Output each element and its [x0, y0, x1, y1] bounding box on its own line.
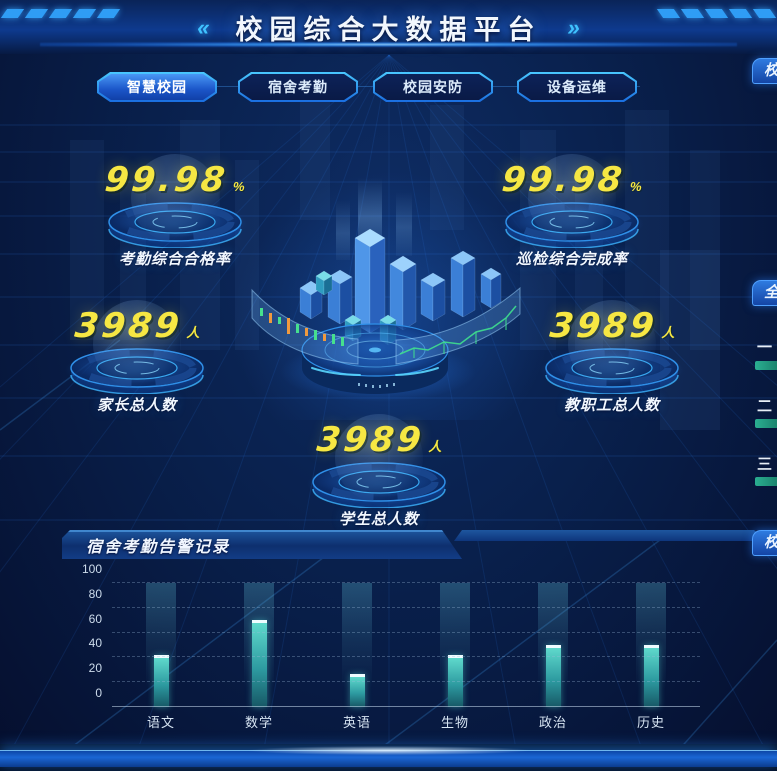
stat-value: 3989	[72, 306, 184, 346]
alert-chart-plot: 0 20 40 60 80 100	[82, 562, 700, 707]
tab-smart-campus[interactable]: 智慧校园	[97, 72, 217, 102]
right-panel-fragment-middle: 全	[752, 280, 777, 306]
stat-parents-total: 3989 人 家长总人数	[52, 306, 222, 415]
rank-marker-2: 二	[757, 398, 773, 415]
chart-gridline	[112, 631, 700, 633]
stat-unit: 人	[428, 439, 442, 454]
alert-chart-xlabels: 语文 数学 英语 生物 政治 历史	[112, 712, 700, 731]
tab-campus-security[interactable]: 校园安防	[373, 72, 493, 102]
line-ribbon	[395, 286, 521, 365]
y-tick-label: 20	[88, 661, 102, 676]
chart-gridline	[112, 706, 700, 707]
x-category-label: 历史	[636, 715, 665, 730]
chart-gridline	[112, 656, 700, 658]
rank-value-badge	[755, 419, 777, 428]
stat-students-total: 3989 人 学生总人数	[294, 420, 464, 529]
bar	[545, 645, 561, 707]
tab-label: 设备运维	[519, 74, 635, 100]
stat-label: 巡检综合完成率	[515, 251, 628, 268]
alert-panel-title: 宿舍考勤告警记录	[86, 538, 231, 556]
hologram-3d-graphic	[251, 178, 521, 402]
stat-label: 家长总人数	[96, 397, 177, 414]
rank-value-badge	[755, 477, 777, 486]
right-panel-fragment-top: 校	[752, 58, 777, 84]
tab-dorm-attendance[interactable]: 宿舍考勤	[238, 72, 358, 102]
bar	[153, 654, 169, 707]
stat-unit: %	[629, 179, 642, 194]
stat-value: 99.98	[500, 160, 628, 200]
bar-slot	[210, 583, 308, 707]
rank-marker-1: 一	[757, 339, 773, 356]
candlestick-ribbon	[251, 288, 359, 365]
stat-staff-total: 3989 人 教职工总人数	[527, 306, 697, 415]
y-tick-label: 40	[88, 636, 102, 651]
bar-slot	[406, 583, 504, 707]
alert-chart-bars	[112, 583, 700, 707]
y-tick-label: 0	[95, 686, 102, 700]
bar-slot	[504, 583, 602, 707]
bar	[349, 673, 365, 707]
x-category-label: 语文	[146, 715, 175, 730]
y-tick-label: 80	[88, 586, 102, 601]
stat-value: 3989	[547, 306, 659, 346]
stat-platform-graphic	[103, 202, 247, 248]
alert-panel-header-bar: 宿舍考勤告警记录	[62, 530, 462, 559]
alert-panel-header-extension	[454, 530, 768, 541]
tab-label: 宿舍考勤	[240, 74, 356, 100]
right-panel-fragment-bottom: 校	[752, 530, 777, 556]
stat-unit: %	[232, 179, 245, 194]
header-bar: « 校园综合大数据平台 »	[0, 0, 777, 54]
stat-label: 考勤综合合格率	[118, 251, 231, 268]
stat-platform-graphic	[540, 348, 684, 394]
bar	[251, 620, 267, 707]
x-category-label: 英语	[342, 715, 371, 730]
stat-platform-graphic	[307, 462, 451, 508]
chart-gridline	[112, 681, 700, 683]
bar-slot	[112, 583, 210, 707]
bar-slot	[308, 583, 406, 707]
bar-slot	[602, 583, 700, 707]
chevron-left-icon: «	[197, 14, 210, 40]
stat-unit: 人	[661, 325, 675, 340]
stat-inspection-rate: 99.98% 巡检综合完成率	[487, 160, 657, 269]
tab-label: 校园安防	[375, 74, 491, 100]
rank-marker-3: 三	[757, 456, 773, 473]
stat-value: 99.98	[103, 160, 231, 200]
stat-platform-graphic	[500, 202, 644, 248]
rank-value-badge	[755, 361, 777, 370]
page-title: 校园综合大数据平台	[235, 15, 542, 45]
x-category-label: 政治	[538, 715, 567, 730]
y-tick-label: 60	[88, 611, 102, 626]
y-tick-label: 100	[81, 562, 102, 576]
chevron-right-icon: »	[567, 14, 580, 40]
chart-gridline	[112, 582, 700, 583]
footer-glow-bar	[0, 746, 777, 767]
stat-label: 学生总人数	[338, 511, 419, 528]
alert-bar-chart: 0 20 40 60 80 100 语文 数学 英语 生物 政治 历史	[62, 562, 768, 740]
stat-platform-graphic	[65, 348, 209, 394]
stat-unit: 人	[186, 325, 200, 340]
stat-attendance-rate: 99.98% 考勤综合合格率	[90, 160, 260, 269]
bar	[643, 645, 659, 707]
bar	[447, 654, 463, 707]
x-category-label: 生物	[440, 715, 469, 730]
chart-gridline	[112, 606, 700, 608]
tab-label: 智慧校园	[99, 74, 215, 100]
tab-equipment-ops[interactable]: 设备运维	[517, 72, 637, 102]
x-category-label: 数学	[244, 715, 273, 730]
tab-connector-line	[105, 86, 640, 87]
stat-label: 教职工总人数	[563, 397, 660, 414]
alert-panel-header: 宿舍考勤告警记录	[62, 530, 768, 562]
stat-value: 3989	[314, 420, 426, 460]
